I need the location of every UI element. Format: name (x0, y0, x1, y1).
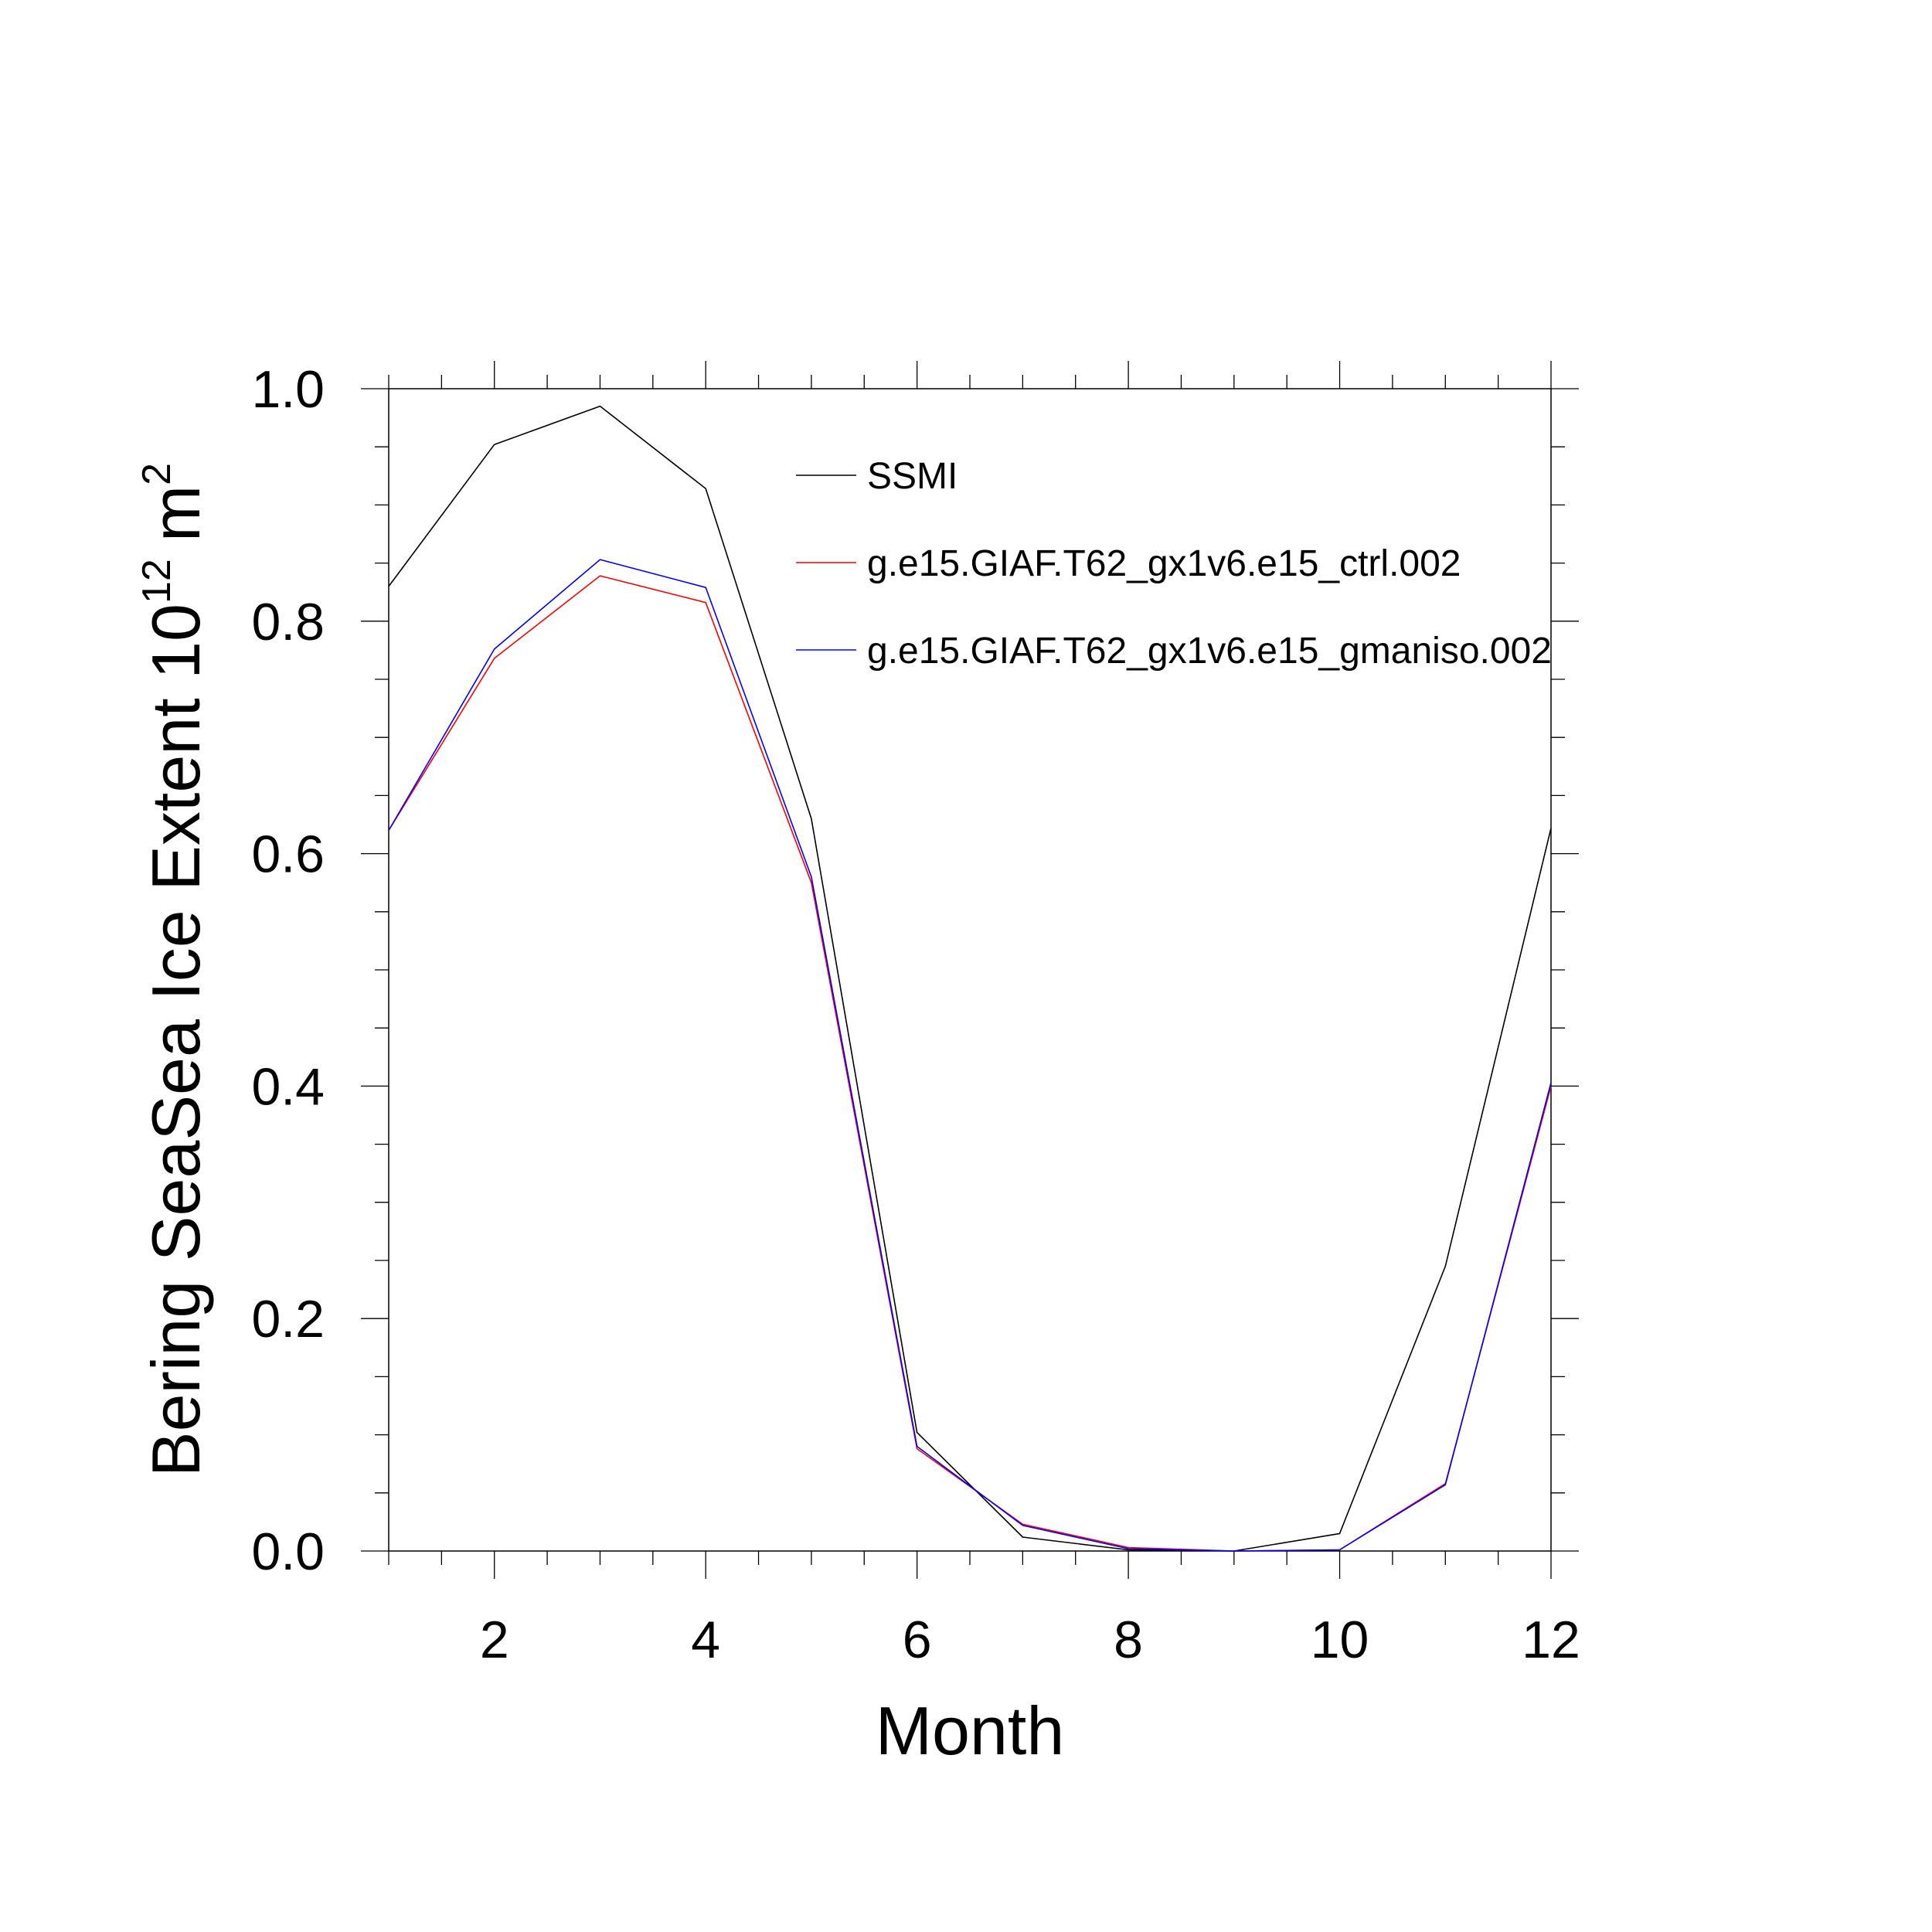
x-tick-label: 6 (903, 1611, 932, 1669)
series-line-3 (388, 559, 1552, 1552)
series-lines (388, 405, 1552, 1552)
x-tick-label: 12 (1522, 1611, 1580, 1669)
y-tick-label: 0.6 (251, 825, 325, 884)
series-line-1 (388, 405, 1552, 1552)
legend: SSMI g.e15.GIAF.T62_gx1v6.e15_ctrl.002 g.e… (796, 456, 1552, 672)
x-tick-label: 10 (1311, 1611, 1369, 1669)
x-tick-label: 2 (480, 1611, 509, 1669)
y-tick-label: 0.8 (251, 593, 325, 651)
plot-frame (388, 388, 1552, 1552)
series-line-2 (388, 575, 1552, 1552)
x-tick-label: 4 (691, 1611, 720, 1669)
x-tick-label: 8 (1114, 1611, 1143, 1669)
major-ticks (361, 361, 1579, 1579)
y-axis-title-text: Bering SeaSea Ice Extent 10 (138, 604, 214, 1477)
y-axis-title-unit-superscript: 2 (134, 463, 179, 485)
x-tick-labels: 2 4 6 8 10 12 (480, 1611, 1580, 1669)
x-axis-title: Month (876, 1692, 1065, 1769)
legend-label-3: g.e15.GIAF.T62_gx1v6.e15_gmaniso.002 (867, 631, 1552, 672)
y-tick-labels: 0.0 0.2 0.4 0.6 0.8 1.0 (251, 360, 325, 1581)
minor-ticks (375, 375, 1565, 1565)
y-tick-label: 0.2 (251, 1290, 325, 1349)
y-axis-title: Bering SeaSea Ice Extent 1012 m2 (134, 463, 214, 1477)
legend-label-1: SSMI (867, 456, 957, 497)
legend-label-2: g.e15.GIAF.T62_gx1v6.e15_ctrl.002 (867, 543, 1461, 584)
y-tick-label: 0.0 (251, 1522, 325, 1581)
y-tick-label: 1.0 (251, 360, 325, 419)
y-axis-title-superscript: 12 (134, 559, 179, 604)
y-axis-title-unit: m (138, 485, 214, 542)
y-tick-label: 0.4 (251, 1057, 325, 1116)
